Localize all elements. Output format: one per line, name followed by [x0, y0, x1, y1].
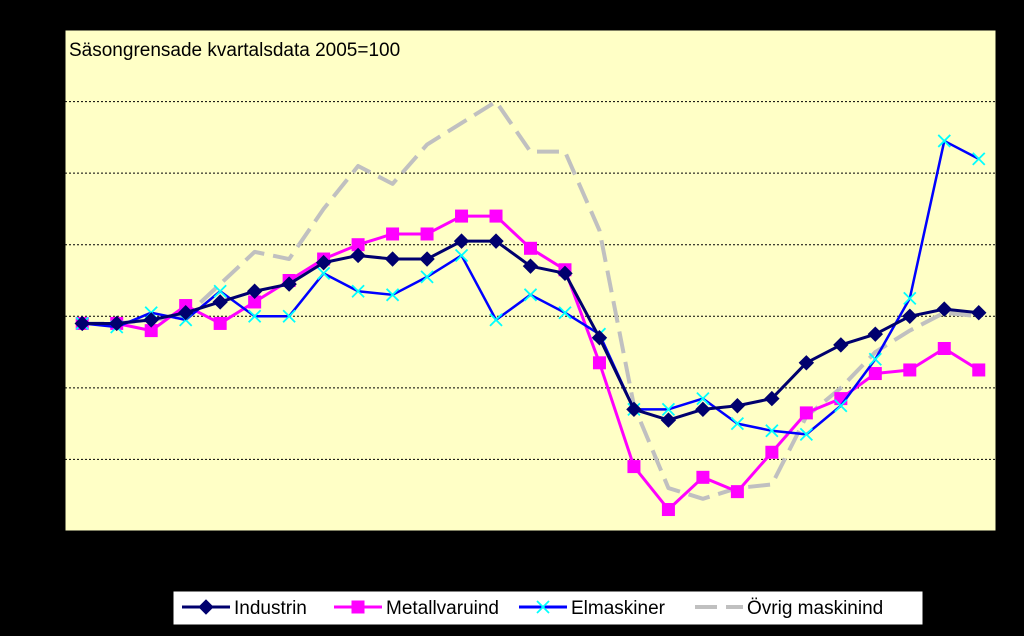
point-elmaskiner [834, 399, 848, 413]
point-industrin [557, 265, 573, 282]
point-metallvaruind [972, 363, 986, 377]
point-metallvaruind [213, 316, 227, 330]
point-metallvaruind [868, 367, 882, 381]
point-elmaskiner [937, 134, 951, 148]
point-industrin [109, 315, 125, 332]
point-metallvaruind [903, 363, 917, 377]
point-industrin [488, 233, 504, 249]
point-metallvaruind [937, 341, 951, 355]
point-metallvaruind [696, 470, 710, 484]
legend-marker [198, 599, 214, 615]
point-industrin [798, 355, 815, 371]
point-elmaskiner [213, 284, 227, 298]
legend-item-industrin: Industrin [182, 598, 307, 619]
legend-item-elmaskiner: Elmaskiner [519, 598, 666, 619]
legend-item-metallvaruind: Metallvaruind [334, 598, 499, 619]
point-metallvaruind [730, 485, 744, 499]
point-industrin [350, 247, 366, 264]
plot-area [64, 29, 997, 532]
point-industrin [177, 305, 194, 321]
legend-label: Industrin [234, 598, 307, 619]
series-line-övrig-maskinind [82, 99, 979, 501]
chart-title: Säsongrensade kvartalsdata 2005=100 [69, 40, 400, 61]
point-industrin [212, 294, 228, 310]
point-industrin [143, 312, 159, 328]
point-metallvaruind [627, 460, 641, 474]
point-elmaskiner [558, 306, 572, 320]
point-metallvaruind [524, 241, 537, 255]
point-elmaskiner [765, 424, 779, 438]
point-industrin [453, 233, 470, 249]
point-metallvaruind [489, 209, 503, 223]
series-metallvaruind [75, 209, 986, 517]
point-industrin [74, 315, 90, 332]
legend-label: Elmaskiner [571, 598, 666, 619]
point-elmaskiner [420, 270, 434, 284]
point-metallvaruind [420, 227, 434, 241]
point-industrin [522, 258, 539, 274]
point-industrin [695, 401, 711, 418]
point-industrin [315, 254, 332, 271]
point-elmaskiner [730, 417, 745, 431]
series-övrig-maskinind [82, 99, 979, 501]
point-elmaskiner [523, 288, 538, 302]
series-layer [74, 99, 987, 517]
point-industrin [591, 330, 608, 346]
point-metallvaruind [799, 406, 813, 420]
point-elmaskiner [248, 309, 262, 323]
point-industrin [246, 283, 263, 299]
point-elmaskiner [282, 309, 296, 323]
legend: Industrin Metallvaruind Elmaskiner Övrig ma… [172, 590, 924, 626]
point-elmaskiner [903, 291, 917, 306]
point-elmaskiner [489, 313, 503, 327]
point-industrin [660, 412, 677, 428]
point-elmaskiner [454, 248, 469, 263]
point-elmaskiner [385, 288, 400, 302]
point-metallvaruind [661, 503, 675, 517]
point-industrin [729, 398, 746, 414]
legend-label: Övrig maskinind [747, 598, 883, 619]
point-industrin [419, 251, 435, 267]
point-elmaskiner [351, 284, 365, 298]
point-industrin [833, 337, 849, 353]
legend-marker [351, 600, 365, 614]
legend-marker [536, 600, 550, 614]
point-industrin [281, 276, 297, 292]
point-industrin [902, 308, 918, 324]
point-elmaskiner [696, 391, 710, 406]
point-industrin [936, 301, 952, 317]
point-industrin [384, 251, 401, 267]
x-axis-ticks [64, 531, 997, 536]
point-elmaskiner [972, 152, 986, 166]
legend-item-övrig-maskinind: Övrig maskinind [695, 598, 883, 619]
point-metallvaruind [592, 356, 606, 370]
point-elmaskiner [868, 352, 882, 366]
point-industrin [867, 326, 884, 342]
point-metallvaruind [386, 227, 400, 241]
series-industrin [74, 233, 987, 428]
point-elmaskiner [661, 402, 676, 416]
point-elmaskiner [799, 427, 813, 442]
legend-label: Metallvaruind [386, 598, 499, 619]
point-metallvaruind [765, 445, 779, 459]
point-industrin [971, 305, 987, 321]
point-elmaskiner [316, 266, 331, 280]
point-industrin [626, 401, 642, 418]
point-industrin [764, 390, 780, 407]
point-metallvaruind [455, 209, 469, 223]
